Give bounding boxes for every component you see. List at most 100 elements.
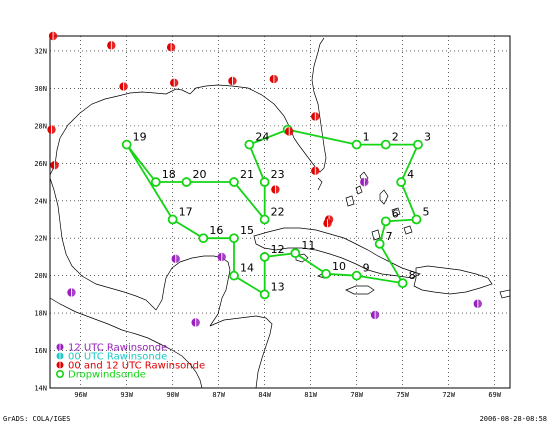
rawinsonde-marker bbox=[169, 78, 179, 88]
rawinsonde-half-right bbox=[375, 310, 380, 320]
rawinsonde-marker bbox=[311, 112, 320, 121]
dropwindsonde-label: 13 bbox=[271, 280, 285, 293]
rawinsonde-marker bbox=[47, 125, 56, 134]
rawinsonde-marker bbox=[67, 288, 76, 297]
rawinsonde-half-left bbox=[119, 82, 124, 91]
dropwindsonde-marker bbox=[351, 139, 362, 150]
rawinsonde-marker bbox=[271, 185, 280, 194]
rawinsonde-half-left bbox=[285, 127, 290, 136]
dropwindsonde-label: 15 bbox=[240, 224, 254, 237]
lon-tick-label: 96W bbox=[74, 391, 87, 399]
flight-track bbox=[125, 128, 419, 296]
dropwindsonde-marker bbox=[259, 177, 270, 187]
rawinsonde-half-left bbox=[48, 31, 54, 41]
dropwindsonde-label: 22 bbox=[271, 205, 285, 218]
dropwindsonde-label: 1 bbox=[363, 131, 370, 144]
rawinsonde-half-left bbox=[67, 288, 72, 297]
dropwindsonde-marker bbox=[397, 278, 408, 289]
rawinsonde-marker bbox=[473, 299, 482, 308]
rawinsonde-marker bbox=[171, 254, 180, 264]
dropwindsonde-label: 17 bbox=[179, 205, 193, 218]
footer-right: 2006-08-28-08:58 bbox=[480, 415, 547, 423]
dropwindsonde-marker bbox=[198, 233, 209, 244]
rawinsonde-half-right bbox=[477, 299, 482, 308]
rawinsonde-half-right bbox=[364, 177, 369, 187]
rawinsonde-marker bbox=[191, 318, 200, 327]
lat-tick-label: 22N bbox=[34, 235, 47, 243]
dropwindsonde-marker bbox=[244, 139, 255, 150]
rawinsonde-half-right bbox=[171, 43, 176, 52]
rawinsonde-half-left bbox=[169, 78, 175, 88]
dropwindsonde-marker bbox=[321, 268, 331, 279]
dropwindsonde-marker bbox=[150, 177, 161, 187]
lat-tick-label: 26N bbox=[34, 160, 47, 168]
dropwindsonde-marker bbox=[374, 238, 385, 249]
dropwindsonde-label: 2 bbox=[392, 131, 399, 144]
rawinsonde-marker bbox=[370, 310, 380, 320]
dropwindsonde-label: 7 bbox=[386, 230, 393, 243]
rawinsonde-half-left bbox=[311, 166, 316, 176]
dropwindsonde-label: 24 bbox=[255, 131, 269, 144]
lon-tick-label: 81W bbox=[304, 391, 317, 399]
rawinsonde-half-left bbox=[473, 299, 478, 308]
rawinsonde-half-left bbox=[228, 76, 233, 86]
dropwindsonde-label: 21 bbox=[240, 168, 254, 181]
lon-tick-label: 84W bbox=[258, 391, 271, 399]
rawinsonde-half-left bbox=[50, 160, 55, 170]
legend-swatch bbox=[55, 369, 64, 378]
coastlines bbox=[49, 37, 511, 389]
lon-tick-label: 69W bbox=[488, 391, 501, 399]
rawinsonde-half-right bbox=[232, 76, 237, 86]
rawinsonde-half-right bbox=[51, 125, 56, 134]
map-frame bbox=[49, 35, 511, 389]
lon-tick-label: 93W bbox=[120, 391, 133, 399]
rawinsonde-marker bbox=[285, 127, 294, 136]
dropwindsonde-label: 11 bbox=[301, 239, 315, 252]
rawinsonde-marker bbox=[50, 160, 59, 170]
legend-label: Dropwindsonde bbox=[68, 370, 146, 381]
rawinsonde-half-right bbox=[123, 82, 128, 91]
footer-left: GrADS: COLA/IGES bbox=[3, 415, 70, 423]
dropwindsonde-label: 23 bbox=[271, 168, 285, 181]
dropwindsonde-marker bbox=[259, 289, 270, 300]
rawinsonde-marker bbox=[323, 219, 332, 228]
lat-tick-label: 28N bbox=[34, 122, 47, 130]
rawinsonde-marker bbox=[311, 166, 320, 176]
rawinsonde-half-right bbox=[275, 185, 280, 194]
rawinsonde-half-left bbox=[171, 254, 176, 264]
rawinsonde-half-left bbox=[47, 125, 52, 134]
dropwindsonde-label: 19 bbox=[133, 131, 147, 144]
dropwindsonde-marker bbox=[380, 139, 391, 150]
rawinsonde-half-left bbox=[107, 41, 112, 50]
rawinsonde-half-right bbox=[54, 160, 59, 170]
rawinsonde-marker bbox=[360, 177, 369, 187]
legend-label: 00 UTC Rawinsonde bbox=[68, 352, 167, 363]
rawinsonde-half-right bbox=[111, 41, 116, 50]
rawinsonde-half-left bbox=[323, 219, 328, 228]
dropwindsonde-marker bbox=[121, 139, 132, 150]
dropwindsonde-label: 3 bbox=[424, 131, 431, 144]
rawinsonde-half-right bbox=[315, 112, 320, 121]
rawinsonde-half-left bbox=[271, 185, 276, 194]
rawinsonde-half-left bbox=[217, 252, 222, 262]
rawinsonde-half-right bbox=[175, 254, 180, 264]
rawinsonde-half-left bbox=[191, 318, 196, 327]
dropwindsonde-label: 14 bbox=[240, 262, 254, 275]
rawinsonde-marker bbox=[269, 74, 279, 84]
rawinsonde-marker bbox=[217, 252, 226, 262]
rawinsonde-marker bbox=[228, 76, 237, 86]
graticule: 96W 93W 90W 87W 84W 81W 78W 75W 72W 69W 32N 30N 28N 2… bbox=[34, 36, 510, 399]
dropwindsonde-label: 18 bbox=[162, 168, 176, 181]
legend-label: 00 and 12 UTC Rawinsonde bbox=[68, 361, 205, 372]
rawinsonde-half-left bbox=[370, 310, 376, 320]
rawinsonde-half-left bbox=[269, 74, 274, 84]
lon-tick-label: 90W bbox=[166, 391, 179, 399]
lat-tick-label: 24N bbox=[34, 197, 47, 205]
lat-tick-label: 18N bbox=[34, 310, 47, 318]
rawinsonde-half-left bbox=[166, 43, 172, 52]
flight-track-line bbox=[125, 128, 419, 296]
dropwindsonde-marker bbox=[380, 216, 391, 227]
